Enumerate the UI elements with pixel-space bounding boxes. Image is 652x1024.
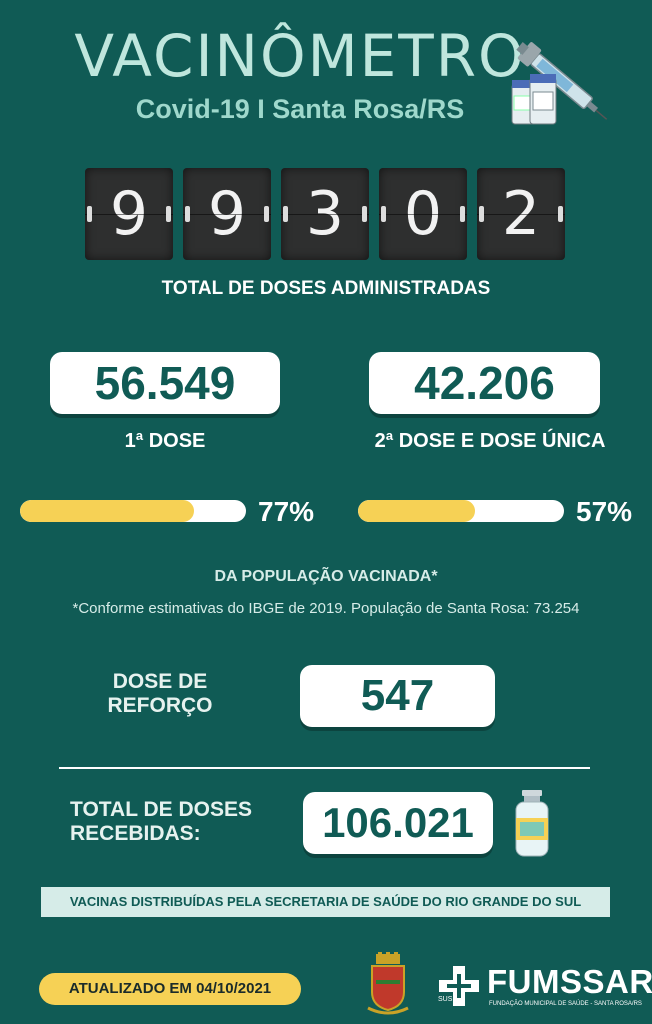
booster-label-line2: REFORÇO: [107, 694, 213, 717]
population-caption: DA POPULAÇÃO VACINADA*: [214, 568, 438, 585]
sus-cross-icon: [439, 966, 479, 1006]
second-dose-card: 42.206: [369, 352, 600, 414]
counter-digit: 3: [281, 168, 369, 260]
second-dose-percent: 57%: [576, 496, 633, 527]
fumssar-logo: FUMSSAR: [487, 963, 652, 1000]
page-title: VACINÔMETRO: [74, 22, 526, 90]
counter-digit: 2: [477, 168, 565, 260]
counter-digit: 9: [183, 168, 271, 260]
first-dose-progress-bar: [20, 500, 246, 522]
population-note: *Conforme estimativas do IBGE de 2019. P…: [72, 600, 580, 617]
first-dose-card: 56.549: [50, 352, 280, 414]
booster-card: 547: [300, 665, 495, 727]
city-coat-of-arms-icon: [367, 952, 409, 1015]
fumssar-subtitle: FUNDAÇÃO MUNICIPAL DE SAÚDE - SANTA ROSA…: [489, 1001, 642, 1007]
first-dose-progress-fill: [20, 500, 195, 522]
second-dose-label: 2ª DOSE E DOSE ÚNICA: [374, 430, 606, 452]
page-subtitle: Covid-19 I Santa Rosa/RS: [135, 94, 465, 124]
booster-label-line1: DOSE DE: [112, 670, 208, 693]
received-card: 106.021: [303, 792, 493, 854]
vaccine-syringe-icon: [511, 42, 608, 125]
divider: [59, 767, 590, 769]
distribution-banner: VACINAS DISTRIBUÍDAS PELA SECRETARIA DE …: [41, 887, 610, 917]
counter-digit: 9: [85, 168, 173, 260]
first-dose-percent: 77%: [258, 496, 315, 527]
received-label-line2: RECEBIDAS:: [70, 822, 201, 845]
counter-label: TOTAL DE DOSES ADMINISTRADAS: [161, 278, 491, 299]
second-dose-progress-fill: [358, 500, 476, 522]
received-label: TOTAL DE DOSES RECEBIDAS:: [70, 798, 300, 846]
vaccine-vial-icon: [515, 790, 549, 857]
updated-badge: ATUALIZADO EM 04/10/2021: [39, 973, 301, 1005]
received-label-line1: TOTAL DE DOSES: [70, 798, 253, 821]
booster-label: DOSE DE REFORÇO: [60, 670, 260, 718]
counter-digit: 0: [379, 168, 467, 260]
second-dose-progress-bar: [358, 500, 564, 522]
first-dose-label: 1ª DOSE: [124, 430, 206, 452]
sus-label: SUS: [438, 996, 453, 1003]
